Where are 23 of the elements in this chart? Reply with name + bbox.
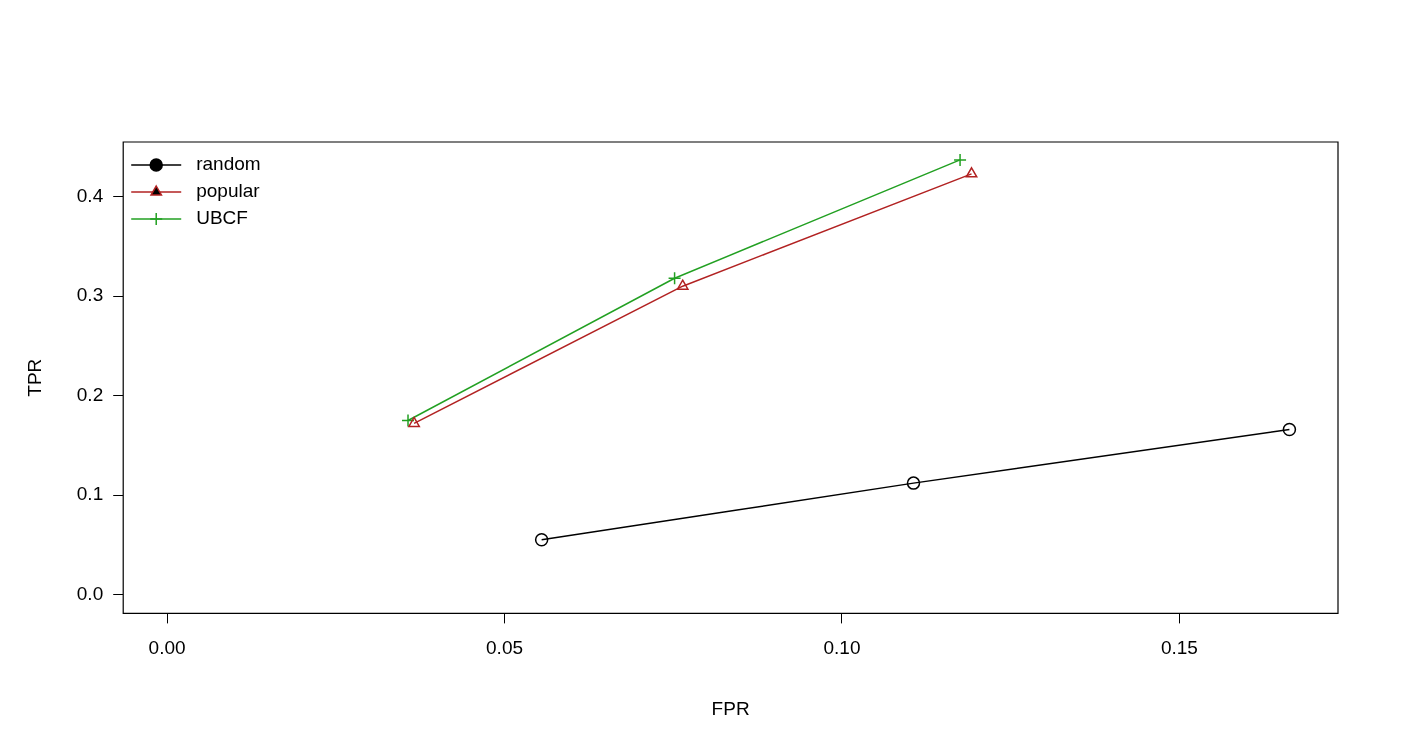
- y-tick-label: 0.2: [76, 383, 104, 405]
- y-tick-label: 0.1: [76, 483, 104, 505]
- point: [534, 533, 549, 547]
- point: [953, 153, 967, 167]
- point: [906, 476, 921, 490]
- point: [667, 271, 682, 285]
- point: [408, 416, 421, 428]
- y-tick-label: 0.0: [76, 582, 104, 604]
- point: [676, 279, 689, 290]
- legend-label: popular: [196, 180, 261, 202]
- x-tick-label: 0.15: [1160, 637, 1198, 659]
- x-tick-label: 0.00: [148, 637, 186, 659]
- x-tick-label: 0.10: [823, 637, 861, 659]
- x-axis-title: FPR: [711, 697, 750, 719]
- point: [401, 413, 415, 428]
- y-tick-label: 0.4: [76, 184, 104, 206]
- y-tick-label: 0.3: [76, 284, 104, 306]
- point: [965, 167, 978, 178]
- legend-label: random: [196, 153, 261, 175]
- point: [1282, 422, 1297, 437]
- x-tick-label: 0.05: [486, 637, 524, 659]
- y-axis-title: TPR: [23, 358, 45, 397]
- legend-label: UBCF: [196, 207, 248, 229]
